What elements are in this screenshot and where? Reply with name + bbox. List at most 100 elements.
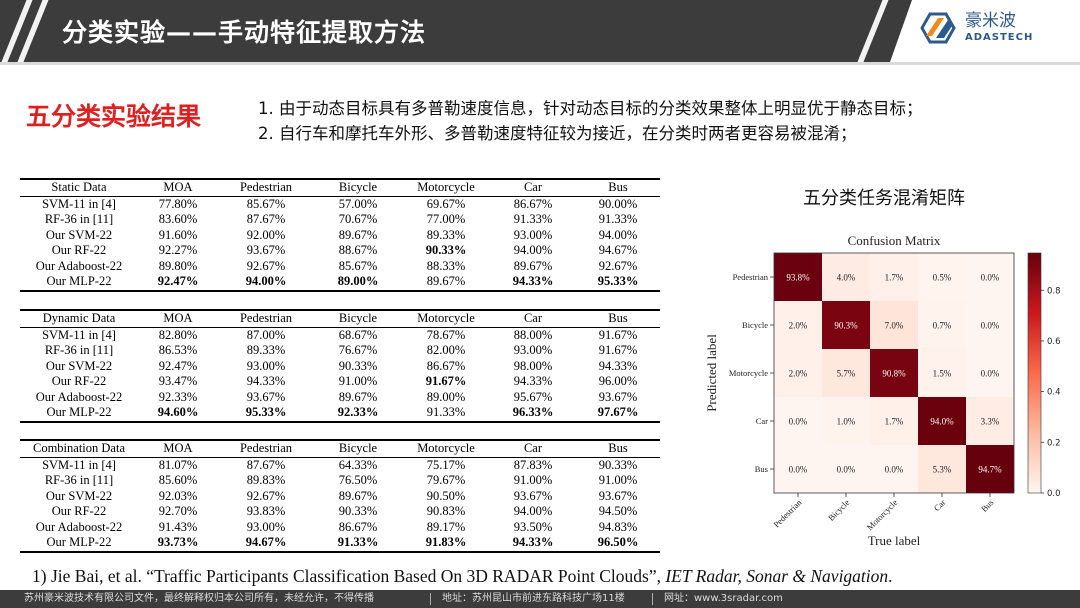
table-column-header: Bus [608,311,628,325]
heatmap-cell-label: 0.0% [981,369,1000,379]
method-name-cell: Our SVM-22 [45,488,113,503]
accuracy-cell: 86.67% [513,196,553,211]
colorbar-tick-label: 0.2 [1047,438,1061,448]
accuracy-cell: 94.00% [245,274,287,288]
heatmap-cell-label: 0.0% [885,465,904,475]
heatmap-cell [966,397,1014,445]
y-tick-label: Bus [755,464,768,474]
accuracy-cell: 89.83% [246,473,286,487]
table-column-header: Pedestrian [239,441,293,455]
table-header-row: Static Data MOA Pedestrian Bicycle Motorcycl… [20,179,660,196]
x-tick-label: Bicycle [826,497,852,523]
footer-separator [430,593,431,605]
method-name-cell: RF-36 in [11] [44,473,114,487]
accuracy-cell: 90.00% [598,196,638,211]
slide-header: 分类实验——手动特征提取方法 豪米波 ADASTECH [0,0,1080,62]
logo-chinese-name: 豪米波 [965,11,1016,31]
accuracy-cell: 93.67% [246,243,286,257]
accuracy-cell: 89.67% [338,488,378,503]
accuracy-cell: 94.83% [598,519,638,534]
table-row: RF-36 in [11] 83.60% 87.67% 70.67% 77.00% 91.… [20,212,660,228]
footer-copyright: 苏州豪米波技术有限公司文件，最终解释权归本公司所有，未经允许，不得传播 [24,593,374,604]
table-dataset-header: Combination Data [33,441,125,455]
y-tick-label: Motorcycle [729,368,768,378]
heatmap-cell-label: 0.0% [837,465,856,475]
accuracy-cell: 79.67% [426,473,466,487]
accuracy-cell: 89.67% [426,274,466,288]
accuracy-cell: 94.60% [157,405,199,419]
table-dataset-header: Dynamic Data [42,311,116,325]
table-column-header: Pedestrian [239,180,293,194]
accuracy-cell: 93.67% [513,488,553,503]
table-row: Our MLP-22 94.60% 95.33% 92.33% 91.33% 96.33%… [20,405,660,422]
table-column-header: Bus [608,180,628,194]
footer-website: 网址：www.3sradar.com [664,593,783,604]
accuracy-cell: 93.47% [158,374,198,388]
accuracy-cell: 93.00% [513,227,553,242]
accuracy-cell: 90.33% [598,457,638,472]
table-row: RF-36 in [11] 85.60% 89.83% 76.50% 79.67% 91.… [20,473,660,489]
table-header-row: Combination Data MOA Pedestrian Bicycle Moto… [20,440,660,457]
method-name-cell: Our Adaboost-22 [35,389,123,404]
table-row: Our SVM-22 92.03% 92.67% 89.67% 90.50% 93.67%… [20,489,660,505]
heatmap-cell-label: 94.7% [978,465,1002,475]
heatmap-cell-label: 0.5% [933,273,952,283]
heatmap-cell [822,253,870,301]
heatmap-cell [966,445,1014,493]
accuracy-cell: 83.60% [158,212,198,226]
accuracy-cell: 98.00% [513,358,553,373]
accuracy-cell: 90.50% [426,488,466,503]
method-name-cell: Our MLP-22 [46,274,112,288]
table-dataset-header: Static Data [51,180,107,194]
accuracy-cell: 93.73% [157,535,199,549]
heatmap-cell [774,301,822,349]
colorbar [1027,252,1042,494]
heatmap-cell-label: 1.0% [837,417,856,427]
heatmap-cell [870,253,918,301]
accuracy-cell: 90.33% [338,358,378,373]
accuracy-cell: 92.03% [158,488,198,503]
accuracy-cell: 91.33% [513,212,553,226]
accuracy-cell: 94.00% [598,227,638,242]
table-column-header: MOA [163,311,193,325]
table-row: Our Adaboost-22 89.80% 92.67% 85.67% 88.33% 8… [20,259,660,275]
heatmap-cell-label: 90.3% [834,321,858,331]
x-tick-label: Motorcycle [865,497,900,532]
heatmap-cell-label: 0.0% [981,321,1000,331]
table-row: Our RF-22 93.47% 94.33% 91.00% 91.67% 94.33% 9… [20,374,660,390]
table-row: Our SVM-22 91.60% 92.00% 89.67% 89.33% 93.00%… [20,228,660,244]
reference-end: . [888,566,893,586]
heatmap-cell [774,253,822,301]
table-column-header: Pedestrian [239,311,293,325]
accuracy-cell: 92.27% [158,243,198,257]
table-column-header: Motorcycle [417,180,475,194]
accuracy-cell: 93.67% [598,488,638,503]
heatmap-cell-label: 0.7% [933,321,952,331]
accuracy-cell: 89.00% [337,274,379,288]
accuracy-cell: 93.83% [246,504,286,518]
accuracy-cell: 92.67% [246,488,286,503]
findings-list: 1. 由于动态目标具有多普勒速度信息，针对动态目标的分类效果整体上明显优于静态目… [258,96,1068,146]
accuracy-cell: 92.00% [246,227,286,242]
table-column-header: Bus [608,441,628,455]
table-row: Our Adaboost-22 91.43% 93.00% 86.67% 89.17% 9… [20,520,660,536]
accuracy-cell: 91.33% [337,535,379,549]
accuracy-cell: 90.33% [338,504,378,518]
accuracy-cell: 87.67% [246,212,286,226]
accuracy-cell: 89.33% [426,227,466,242]
method-name-cell: RF-36 in [11] [44,212,114,226]
accuracy-cell: 91.33% [598,212,638,226]
accuracy-cell: 76.50% [338,473,378,487]
heatmap-cell [774,397,822,445]
footer-address: 地址：苏州昆山市前进东路科技广场11楼 [442,593,625,604]
table-column-header: Car [523,180,543,194]
heatmap-cell [966,253,1014,301]
method-name-cell: Our RF-22 [51,243,107,257]
combination-data-table: Combination Data MOA Pedestrian Bicycle Moto… [20,439,660,553]
heatmap-cell [822,349,870,397]
table-row: SVM-11 in [4] 81.07% 87.67% 64.33% 75.17% 87.… [20,457,660,473]
heatmap-cell-label: 5.7% [837,369,856,379]
x-tick-label: Car [932,497,948,513]
accuracy-cell: 77.00% [426,212,466,226]
header-stripe-decoration [855,0,891,62]
